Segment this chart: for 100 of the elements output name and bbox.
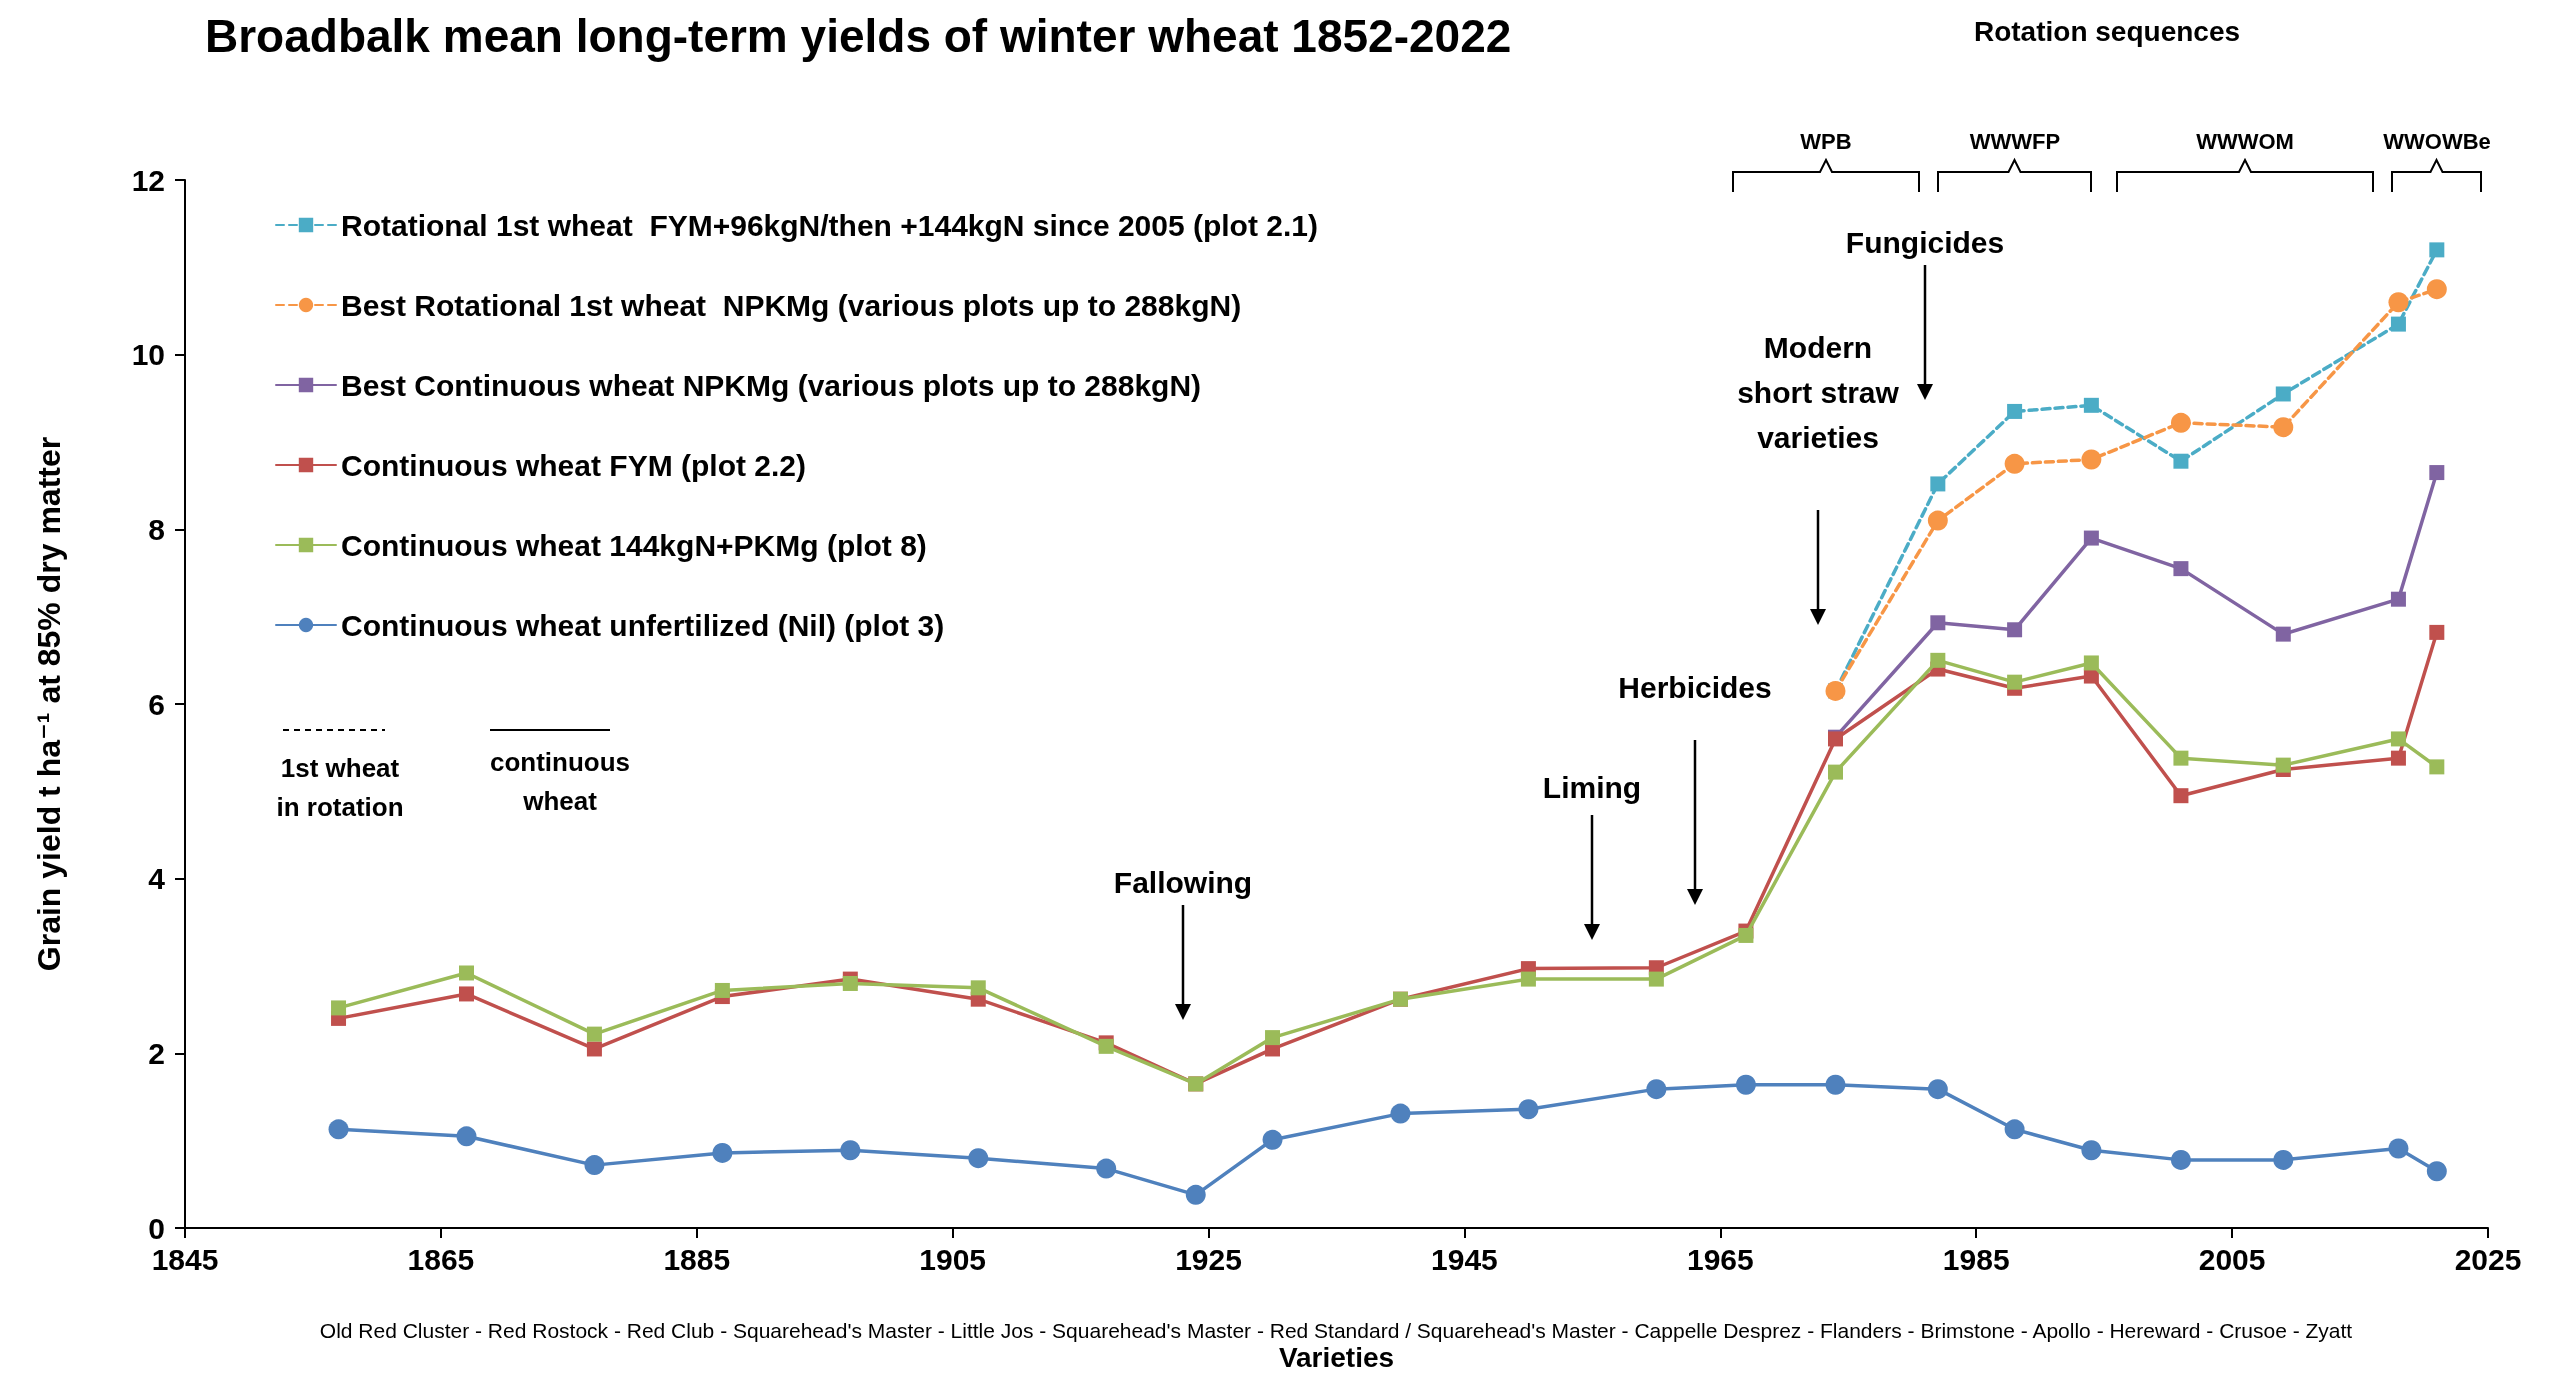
legend-label: Rotational 1st wheat FYM+96kgN/then +144kgN since 2005 (plot 2.1) — [341, 208, 1318, 242]
x-tick-label: 1885 — [663, 1242, 731, 1276]
point — [2083, 668, 2099, 684]
x-tick-label: 1905 — [919, 1242, 987, 1276]
point — [1825, 1074, 1846, 1095]
text: WPB — [1800, 129, 1852, 154]
annotation: Modern short straw varieties — [1737, 331, 1900, 454]
y-axis-title: Grain yield t ha⁻¹ at 85% dry matter — [31, 436, 67, 972]
point — [1735, 1074, 1756, 1095]
legend-label: Continuous wheat FYM (plot 2.2) — [341, 448, 806, 482]
point — [714, 982, 730, 998]
point — [1930, 476, 1946, 492]
x-tick-label: 1965 — [1686, 1242, 1754, 1276]
point — [1930, 615, 1946, 631]
point — [1927, 1079, 1948, 1100]
point — [712, 1142, 733, 1163]
point — [2007, 674, 2023, 690]
point — [2170, 1149, 2191, 1170]
text: WWWFP — [1969, 129, 2061, 154]
point — [2429, 759, 2445, 775]
point — [2173, 788, 2189, 804]
point — [2004, 1119, 2025, 1140]
x-tick-label: 1925 — [1175, 1242, 1242, 1276]
point — [328, 1119, 349, 1140]
point — [842, 975, 858, 991]
point — [1185, 1184, 1206, 1205]
point — [2390, 750, 2406, 766]
annotation: Fungicides — [1845, 226, 2005, 259]
point — [2007, 622, 2023, 638]
point — [1390, 1103, 1411, 1124]
point — [1648, 971, 1664, 987]
annotation: Herbicides — [1618, 671, 1772, 704]
chart-title: Broadbalk mean long-term yields of winter wheat 1852-2022 — [205, 10, 1512, 62]
point — [2083, 397, 2099, 413]
point — [331, 1000, 347, 1016]
point — [2275, 386, 2291, 402]
point — [2173, 453, 2189, 469]
point — [1930, 652, 1946, 668]
point — [2429, 624, 2445, 640]
point — [2273, 1149, 2294, 1170]
point — [2275, 757, 2291, 773]
point — [2390, 591, 2406, 607]
point — [2173, 561, 2189, 577]
y-tick-label: 2 — [148, 1036, 165, 1070]
text: WWOWBe — [2383, 129, 2491, 154]
y-tick-label: 4 — [148, 862, 166, 896]
point — [2426, 279, 2447, 300]
point — [1096, 1158, 1117, 1179]
point — [1518, 1099, 1539, 1120]
point — [586, 1041, 602, 1057]
point — [1646, 1079, 1667, 1100]
point — [1827, 764, 1843, 780]
point — [2390, 731, 2406, 747]
point — [1265, 1030, 1281, 1046]
legend-label: Continuous wheat unfertilized (Nil) (plot 3) — [341, 608, 945, 642]
y-tick-label: 12 — [131, 163, 165, 197]
point — [586, 1026, 602, 1042]
point — [2081, 449, 2102, 470]
point — [2273, 417, 2294, 438]
legend-label: Best Rotational 1st wheat NPKMg (various plots up to 288kgN) — [341, 288, 1242, 322]
point — [2426, 1161, 2447, 1182]
text: Old Red Cluster - Red Rostock - Red Club - Squarehead's Master - Little Jos - Squarehead's Master - Red Standard / Squarehead's Master - Cappelle Desprez - Flanders - Brimstone - Apollo - Hereward - Crusoe - Zyatt — [319, 1319, 2353, 1343]
point — [840, 1140, 861, 1161]
text: WWWOM — [2196, 129, 2294, 154]
x-tick-label: 1865 — [407, 1242, 475, 1276]
point — [2388, 1138, 2409, 1159]
point — [2173, 750, 2189, 766]
point — [458, 965, 474, 981]
point — [970, 980, 986, 996]
x-tick-label: 1945 — [1431, 1242, 1498, 1276]
point — [458, 986, 474, 1002]
x-tick-label: 2025 — [2454, 1242, 2522, 1276]
x-axis-title: Varieties — [1278, 1341, 1395, 1373]
point — [2388, 292, 2409, 313]
legend-label: Best Continuous wheat NPKMg (various plots up to 288kgN) — [341, 368, 1202, 402]
point — [2004, 453, 2025, 474]
point — [456, 1126, 477, 1147]
point — [1262, 1129, 1283, 1150]
y-tick-label: 8 — [148, 512, 165, 546]
point — [2429, 242, 2445, 258]
x-tick-label: 1845 — [151, 1242, 219, 1276]
point — [2007, 403, 2023, 419]
annotation: continuous wheat — [489, 746, 631, 816]
point — [968, 1148, 989, 1169]
x-tick-label: 1985 — [1942, 1242, 2010, 1276]
point — [2429, 465, 2445, 481]
point — [1520, 971, 1536, 987]
annotation: Liming — [1542, 771, 1642, 804]
x-tick-label: 2005 — [2198, 1242, 2266, 1276]
text: Rotation sequences — [1973, 15, 2241, 47]
legend-label: Continuous wheat 144kgN+PKMg (plot 8) — [341, 528, 927, 562]
point — [1738, 927, 1754, 943]
annotation: 1st wheat in rotation — [276, 752, 404, 822]
annotation: Fallowing — [1113, 866, 1253, 899]
y-tick-label: 6 — [148, 687, 165, 721]
point — [2275, 626, 2291, 642]
point — [2083, 655, 2099, 671]
point — [584, 1155, 605, 1176]
point — [2170, 412, 2191, 433]
y-tick-label: 10 — [131, 338, 165, 372]
